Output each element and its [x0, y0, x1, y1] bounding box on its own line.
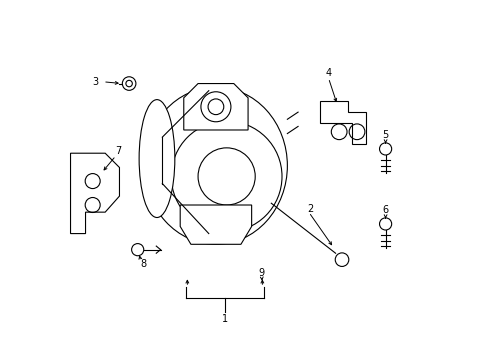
Ellipse shape: [139, 100, 175, 217]
Text: 1: 1: [222, 314, 227, 324]
Text: 6: 6: [382, 205, 388, 215]
Polygon shape: [183, 84, 247, 130]
Text: 8: 8: [141, 259, 146, 269]
Polygon shape: [180, 205, 251, 244]
Ellipse shape: [144, 87, 287, 244]
Text: 7: 7: [115, 147, 122, 157]
Text: 5: 5: [382, 130, 388, 140]
Polygon shape: [319, 102, 365, 144]
Text: 4: 4: [325, 68, 331, 78]
Text: 3: 3: [92, 77, 98, 87]
Text: 2: 2: [307, 204, 313, 214]
Text: 9: 9: [258, 268, 264, 278]
Polygon shape: [70, 153, 119, 234]
